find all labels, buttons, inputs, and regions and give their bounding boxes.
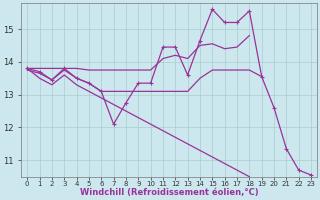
X-axis label: Windchill (Refroidissement éolien,°C): Windchill (Refroidissement éolien,°C) — [80, 188, 259, 197]
